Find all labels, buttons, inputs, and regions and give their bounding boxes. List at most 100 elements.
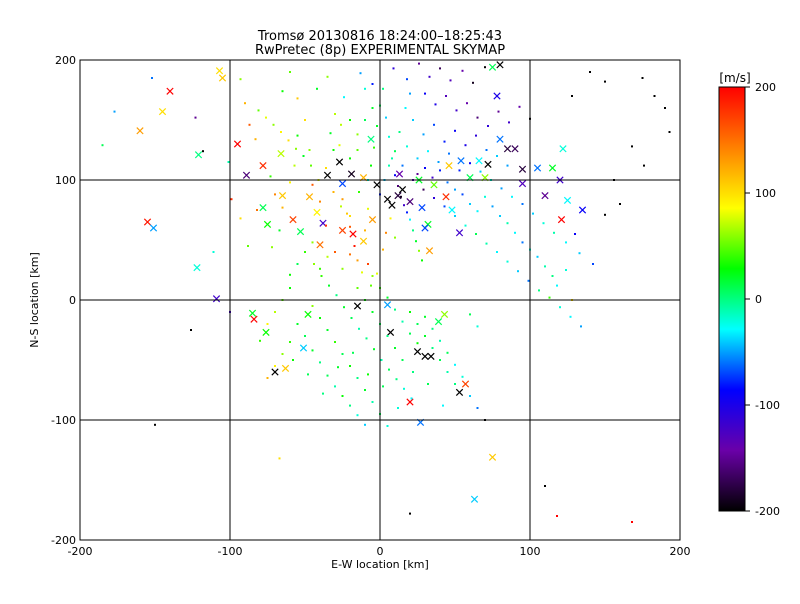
x-marker-point — [338, 179, 347, 188]
dot-point — [556, 284, 558, 287]
colorbar-tick-label: 100 — [755, 187, 776, 200]
dot-point — [296, 134, 299, 137]
y-axis-label: N-S location [km] — [28, 252, 41, 348]
dot-point — [371, 311, 374, 313]
dot-point — [469, 395, 471, 397]
dot-point — [409, 311, 411, 313]
dot-point — [421, 259, 423, 262]
dot-point — [311, 241, 314, 244]
dot-point — [454, 188, 456, 191]
dot-point — [446, 181, 449, 184]
x-marker-point — [518, 179, 527, 188]
dot-point — [289, 181, 291, 184]
dot-point — [296, 97, 299, 100]
dot-point — [272, 123, 275, 126]
dot-point — [386, 296, 389, 299]
x-marker-point — [548, 164, 557, 172]
x-marker-point — [316, 241, 324, 249]
dot-point — [506, 164, 509, 167]
x-marker-point — [421, 352, 429, 361]
dot-point — [389, 217, 392, 220]
dot-point — [506, 222, 509, 225]
x-marker-point — [541, 191, 549, 200]
dot-point — [439, 359, 441, 361]
dot-point — [410, 397, 413, 400]
dot-point — [365, 337, 368, 340]
x-marker-point — [484, 160, 492, 169]
dot-point — [424, 315, 426, 318]
dot-point — [571, 95, 573, 97]
dot-point — [422, 188, 425, 191]
x-marker-point — [193, 263, 201, 272]
dot-point — [326, 374, 329, 377]
dot-point — [322, 392, 324, 395]
dot-point — [320, 275, 323, 277]
dot-point — [349, 119, 351, 121]
dot-point — [340, 205, 342, 208]
dot-point — [356, 414, 359, 417]
dot-point — [392, 67, 395, 70]
dot-point — [391, 157, 393, 160]
dot-point — [484, 195, 486, 198]
dot-point — [424, 167, 426, 169]
dot-point — [349, 215, 351, 217]
dot-point — [431, 176, 434, 179]
y-tick-label: -200 — [51, 534, 76, 547]
dot-point — [190, 329, 192, 331]
x-marker-point — [578, 206, 587, 214]
dot-point — [274, 365, 276, 367]
dot-point — [266, 323, 269, 325]
dot-point — [485, 242, 488, 245]
x-marker-point — [278, 191, 287, 200]
dot-point — [631, 521, 633, 523]
dot-point — [194, 116, 197, 119]
dot-point — [281, 206, 284, 209]
dot-point — [248, 123, 251, 126]
x-marker-point — [313, 208, 321, 217]
dot-point — [580, 325, 582, 328]
x-marker-point — [563, 196, 572, 205]
x-marker-point — [271, 368, 279, 376]
x-marker-point — [418, 203, 426, 212]
dot-point — [334, 251, 336, 253]
dot-point — [371, 275, 374, 277]
dot-point — [296, 323, 299, 325]
data-points-layer — [101, 61, 671, 523]
x-marker-point — [430, 181, 438, 189]
chart-title: Tromsø 20130816 18:24:00–18:25:43 — [257, 29, 502, 44]
dot-point — [511, 195, 513, 198]
dot-point — [367, 373, 369, 376]
dot-point — [412, 371, 414, 373]
dot-point — [476, 407, 479, 409]
x-marker-point — [143, 218, 152, 226]
y-tick-label: 200 — [55, 54, 76, 67]
dot-point — [113, 110, 116, 113]
x-tick-label: 200 — [670, 545, 691, 558]
x-marker-point — [470, 495, 479, 503]
dot-point — [356, 287, 359, 289]
dot-point — [382, 248, 384, 251]
dot-point — [469, 203, 471, 205]
dot-point — [445, 95, 447, 97]
dot-point — [398, 131, 401, 133]
dot-point — [556, 515, 558, 517]
dot-point — [653, 95, 656, 97]
dot-point — [356, 133, 359, 136]
dot-point — [319, 317, 321, 319]
x-marker-point — [518, 165, 527, 173]
dot-point — [274, 311, 276, 313]
dot-point — [337, 366, 339, 369]
x-marker-point — [259, 161, 267, 170]
dot-point — [287, 139, 290, 142]
x-marker-point — [359, 237, 368, 245]
dot-point — [292, 359, 294, 361]
dot-point — [364, 229, 366, 232]
x-marker-point — [455, 388, 464, 397]
dot-point — [397, 185, 399, 187]
x-marker-point — [248, 309, 257, 317]
dot-point — [461, 193, 464, 196]
dot-point — [418, 62, 420, 65]
dot-point — [329, 132, 332, 135]
